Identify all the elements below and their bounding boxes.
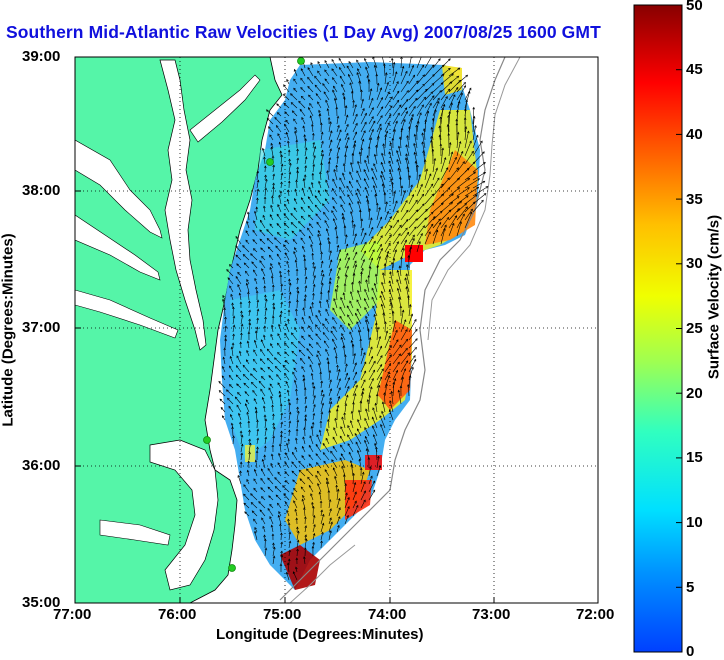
y-tick-label: 37:00 (22, 319, 60, 336)
colorbar-tick-label: 25 (686, 320, 703, 337)
colorbar-tick-label: 35 (686, 191, 703, 208)
colorbar-tick-label: 40 (686, 126, 703, 143)
colorbar-tick-label: 15 (686, 449, 703, 466)
colorbar-tick-label: 50 (686, 0, 703, 14)
y-tick-label: 35:00 (22, 594, 60, 611)
x-axis-label: Longitude (Degrees:Minutes) (216, 626, 424, 643)
x-tick-label: 72:00 (576, 606, 614, 623)
y-tick-label: 39:00 (22, 48, 60, 65)
x-tick-label: 75:00 (263, 606, 301, 623)
colorbar-tick-label: 0 (686, 643, 694, 660)
colorbar-tick-label: 20 (686, 385, 703, 402)
x-tick-label: 74:00 (368, 606, 406, 623)
colorbar-tick-label: 5 (686, 579, 694, 596)
x-tick-label: 76:00 (158, 606, 196, 623)
y-tick-label: 36:00 (22, 457, 60, 474)
colorbar-tick-label: 30 (686, 255, 703, 272)
colorbar-tick-label: 10 (686, 514, 703, 531)
colorbar (634, 5, 682, 652)
y-tick-label: 38:00 (22, 182, 60, 199)
x-tick-label: 73:00 (472, 606, 510, 623)
colorbar-label: Surface Velocity (cm/s) (706, 215, 723, 379)
colorbar-tick-label: 45 (686, 61, 703, 78)
y-axis-label: Latitude (Degrees:Minutes) (0, 233, 17, 426)
